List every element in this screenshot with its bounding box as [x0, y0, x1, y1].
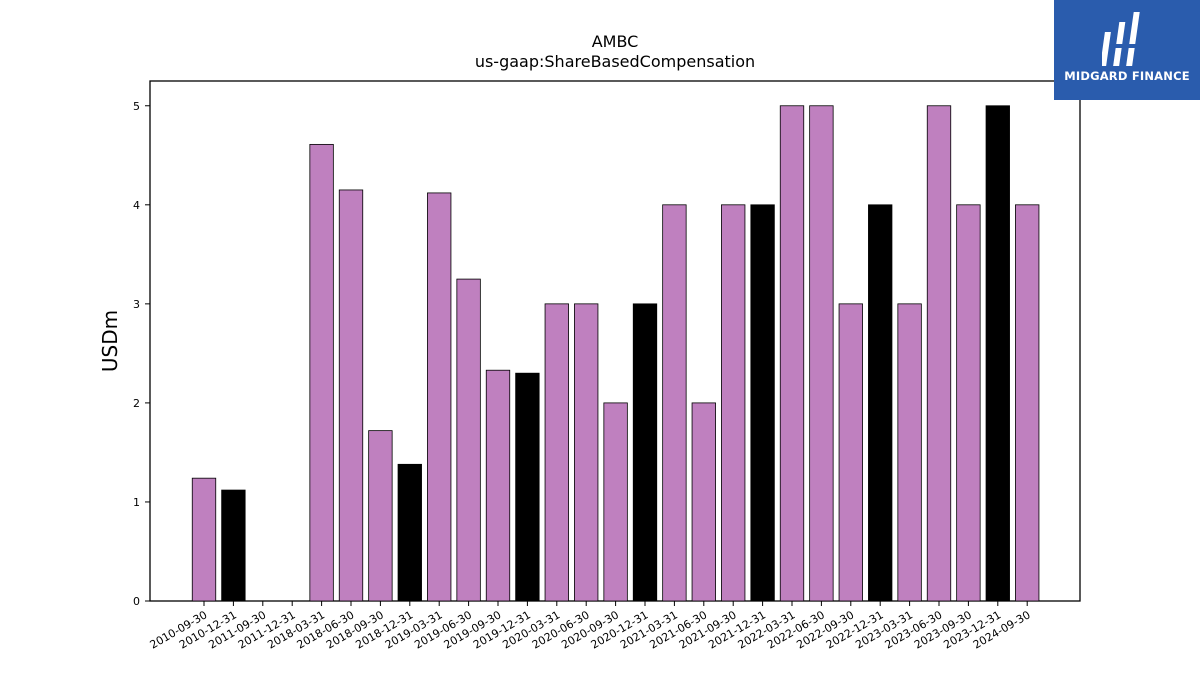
bar — [574, 303, 599, 602]
bar — [338, 189, 364, 602]
bar — [515, 372, 540, 602]
bar — [897, 303, 922, 602]
bar — [485, 369, 511, 602]
chart-title: AMBC — [591, 32, 639, 51]
bar — [368, 430, 393, 602]
bar — [985, 105, 1010, 602]
y-axis-label: USDm — [98, 310, 122, 372]
y-tick-label: 1 — [133, 496, 140, 509]
y-tick-label: 3 — [133, 298, 140, 311]
bar — [632, 303, 658, 602]
bar — [868, 204, 893, 602]
bar — [721, 204, 746, 602]
y-tick-label: 4 — [133, 199, 140, 212]
bar — [662, 204, 687, 602]
bar — [544, 303, 569, 602]
chart-subtitle: us-gaap:ShareBasedCompensation — [474, 52, 756, 71]
y-tick-label: 0 — [133, 595, 140, 608]
bar — [191, 477, 217, 602]
bar — [309, 143, 334, 602]
bar — [750, 204, 775, 602]
bar — [956, 204, 981, 602]
brand-name: MIDGARD FINANCE — [1064, 69, 1190, 83]
bar — [1015, 204, 1040, 602]
bar — [779, 105, 805, 602]
bar — [809, 105, 834, 602]
bar — [427, 192, 452, 602]
bar — [926, 105, 952, 602]
y-tick-label: 2 — [133, 397, 140, 410]
bar — [456, 278, 481, 602]
brand-logo: MIDGARD FINANCE — [1054, 0, 1200, 100]
bar — [221, 489, 246, 602]
bar — [397, 463, 422, 602]
y-tick-label: 5 — [133, 100, 140, 113]
midgard-logo-icon — [1102, 12, 1140, 66]
bar — [691, 402, 716, 602]
bar — [603, 402, 628, 602]
bar — [838, 303, 863, 602]
